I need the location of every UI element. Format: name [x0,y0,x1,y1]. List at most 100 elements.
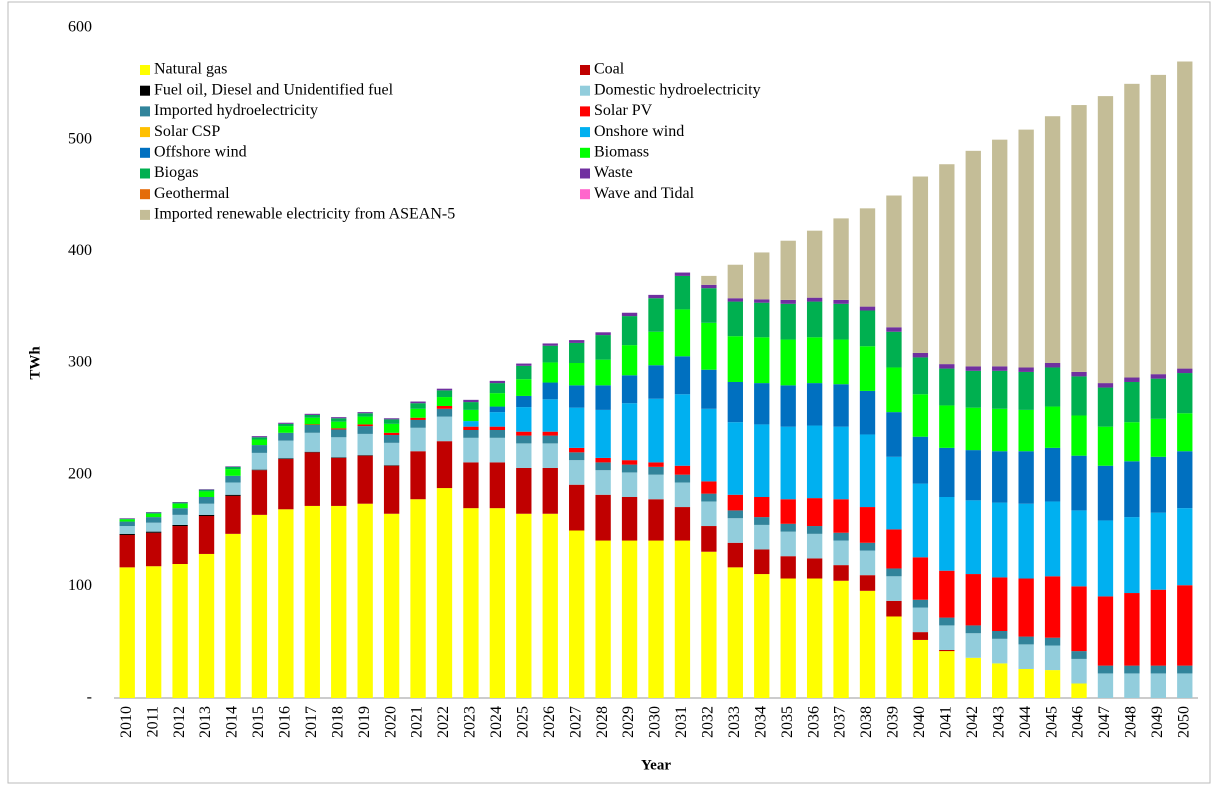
bar-segment [1044,116,1061,363]
bar-segment [701,369,717,409]
bar-segment [145,532,162,567]
bar-segment [1097,596,1114,666]
bar-segment [463,426,479,430]
bar-segment [992,631,1008,639]
bar-segment [331,421,347,429]
bar-segment [595,409,611,458]
x-tick-label: 2040 [911,706,928,738]
bar-segment [595,470,611,495]
bar-segment [225,495,241,534]
bar-segment [674,540,691,698]
bar-segment [674,272,691,276]
bar-segment [621,460,638,465]
bar-segment [886,456,902,530]
bar-segment [648,540,664,698]
bar-segment [595,332,611,336]
bar-segment [754,517,770,525]
bar-segment [542,467,558,514]
legend-label: Offshore wind [154,143,247,160]
bar-segment [754,549,770,575]
legend-label: Solar PV [594,102,653,119]
bar-segment [331,437,347,458]
bar-segment [701,481,717,494]
bar-segment [595,457,611,463]
bar-segment [251,437,268,440]
bar-segment [912,632,929,640]
bar-segment [251,439,268,446]
bar-segment [833,540,849,566]
bar-segment [1177,508,1193,586]
bar-segment [1177,61,1193,369]
legend-label: Natural gas [154,61,227,78]
bar-segment [383,423,400,433]
bar-segment [357,413,373,417]
bar-segment [489,393,506,407]
y-tick-label: 200 [68,465,92,482]
bar-segment [992,577,1008,631]
x-tick-label: 2043 [990,706,1007,738]
bar-segment [119,519,135,522]
bar-segment [1044,501,1061,577]
bar-segment [1150,374,1167,379]
bar-segment [1150,378,1167,419]
legend-label: Coal [594,61,625,78]
bar-segment [1018,503,1034,579]
bar-segment [727,298,743,302]
y-tick-label: 600 [68,19,92,36]
bar-segment [912,607,929,633]
bar-segment [1018,129,1034,368]
bar-segment [701,493,717,502]
bar-segment [463,508,479,698]
bar-segment [965,407,981,451]
bar-segment [727,494,743,511]
bar-segment [806,526,823,534]
bar-segment [569,340,585,343]
bar-segment [806,558,823,579]
bar-segment [410,427,426,452]
x-tick-label: 2036 [805,706,822,738]
bar-segment [383,418,400,420]
bar-segment [674,482,691,508]
legend-label: Imported renewable electricity from ASEA… [154,206,455,223]
bar-segment [383,419,400,424]
bar-segment [648,462,664,467]
bar-segment [304,432,320,452]
bar-segment [251,470,268,515]
bar-segment [463,430,479,438]
bar-segment [621,375,638,404]
bar-segment [780,523,796,532]
bar-segment [859,550,876,576]
bar-segment [912,599,929,608]
bar-segment [992,638,1008,664]
bar-segment [172,502,188,503]
bar-segment [1097,387,1114,427]
bar-segment [595,359,611,386]
bar-segment [1097,465,1114,521]
x-tick-label: 2017 [303,706,320,738]
bar-segment [1044,645,1061,671]
bar-segment [278,422,294,424]
bar-segment [1071,105,1087,372]
bar-segment [516,365,532,380]
bar-segment [172,526,188,564]
bar-segment [1018,578,1034,637]
bar-segment [304,451,320,453]
bar-segment [198,491,215,497]
bar-segment [806,498,823,527]
x-tick-label: 2024 [488,706,505,738]
legend-label: Biogas [154,164,198,181]
bar-segment [489,406,506,413]
x-tick-label: 2022 [435,706,452,738]
x-tick-label: 2037 [832,706,849,738]
bar-segment [939,447,955,497]
bar-segment [251,445,268,453]
y-tick-label: - [87,689,92,706]
bar-segment [145,531,162,533]
bar-segment [436,441,453,489]
legend-label: Onshore wind [594,123,684,140]
legend-swatch [140,189,150,200]
bar-segment [1071,371,1087,377]
bar-segment [886,327,902,332]
bar-segment [806,383,823,426]
bar-segment [1124,517,1140,594]
